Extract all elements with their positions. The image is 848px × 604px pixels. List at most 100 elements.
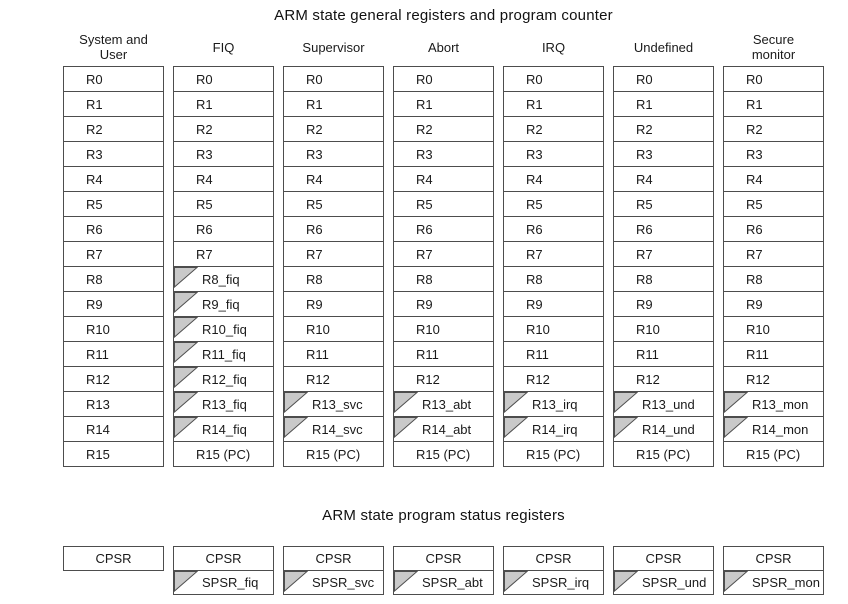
- register-label: R11: [306, 346, 329, 362]
- register-label: R1: [416, 96, 433, 112]
- register-cell-r12: R12: [723, 366, 824, 392]
- register-cell-r4: R4: [283, 166, 384, 192]
- register-label: SPSR_irq: [532, 575, 590, 590]
- register-cell-r15-pc: R15 (PC): [393, 441, 494, 467]
- mode-column-supervisor: Supervisor R0 R1 R2 R3 R4 R5 R6 R7 R8 R9 R10 R11 R12 R…: [283, 28, 384, 467]
- register-label: R9: [416, 296, 433, 312]
- register-cell-cpsr: CPSR: [393, 546, 494, 571]
- register-cell-r10: R10: [613, 316, 714, 342]
- register-cell-r11: R11: [283, 341, 384, 367]
- register-cell-r3: R3: [63, 141, 164, 167]
- register-cell-r9: R9: [283, 291, 384, 317]
- register-label: R6: [416, 221, 433, 237]
- register-cell-r8: R8: [283, 266, 384, 292]
- mode-column-supervisor: CPSR SPSR_svc: [283, 546, 384, 595]
- mode-column-secure-monitor: CPSR SPSR_mon: [723, 546, 824, 595]
- register-label: R0: [196, 71, 213, 87]
- register-label: R11: [636, 346, 659, 362]
- register-cell-r12: R12: [393, 366, 494, 392]
- register-cell-r9: R9: [503, 291, 604, 317]
- register-label: R11: [86, 346, 109, 362]
- register-label: R0: [636, 71, 653, 87]
- register-cell-spsr-svc: SPSR_svc: [283, 570, 384, 595]
- mode-column-abort: CPSR SPSR_abt: [393, 546, 494, 595]
- register-cell-r8: R8: [613, 266, 714, 292]
- register-stack-undefined: R0 R1 R2 R3 R4 R5 R6 R7 R8 R9 R10 R11 R12 R13_und R14_…: [613, 66, 714, 467]
- register-label: R0: [526, 71, 543, 87]
- register-label: R4: [746, 171, 763, 187]
- register-label: CPSR: [755, 551, 792, 566]
- register-label: R9: [526, 296, 543, 312]
- register-label: R10_fiq: [202, 321, 247, 337]
- register-cell-r14-irq: R14_irq: [503, 416, 604, 442]
- register-cell-r6: R6: [503, 216, 604, 242]
- register-label: R7: [526, 246, 543, 262]
- register-cell-r14-svc: R14_svc: [283, 416, 384, 442]
- register-cell-r3: R3: [723, 141, 824, 167]
- register-cell-r13-svc: R13_svc: [283, 391, 384, 417]
- register-stack-fiq: CPSR SPSR_fiq: [173, 546, 274, 595]
- register-cell-r11: R11: [503, 341, 604, 367]
- register-cell-r8: R8: [723, 266, 824, 292]
- register-label: R7: [306, 246, 323, 262]
- register-label: R5: [196, 196, 213, 212]
- register-cell-r7: R7: [393, 241, 494, 267]
- mode-column-abort: Abort R0 R1 R2 R3 R4 R5 R6 R7 R8 R9 R10 R11 R12 R13_ab…: [393, 28, 494, 467]
- register-label: R2: [196, 121, 213, 137]
- register-label: R4: [416, 171, 433, 187]
- banked-register-triangle-icon: [614, 392, 638, 413]
- register-label: R11: [526, 346, 549, 362]
- register-cell-r0: R0: [283, 66, 384, 92]
- register-cell-spsr-mon: SPSR_mon: [723, 570, 824, 595]
- register-cell-r4: R4: [723, 166, 824, 192]
- register-cell-r2: R2: [283, 116, 384, 142]
- register-cell-r0: R0: [173, 66, 274, 92]
- register-cell-r14-abt: R14_abt: [393, 416, 494, 442]
- register-cell-r10: R10: [723, 316, 824, 342]
- register-cell-r6: R6: [173, 216, 274, 242]
- banked-register-triangle-icon: [394, 571, 418, 592]
- register-cell-r11: R11: [613, 341, 714, 367]
- register-label: R15 (PC): [526, 446, 581, 462]
- register-cell-spsr-und: SPSR_und: [613, 570, 714, 595]
- register-cell-r3: R3: [393, 141, 494, 167]
- register-label: R1: [306, 96, 323, 112]
- register-cell-r4: R4: [63, 166, 164, 192]
- register-label: R12: [526, 371, 550, 387]
- register-cell-r13-und: R13_und: [613, 391, 714, 417]
- register-label: R13_abt: [422, 396, 472, 412]
- register-label: R12: [636, 371, 660, 387]
- register-cell-r2: R2: [613, 116, 714, 142]
- register-cell-r15-pc: R15 (PC): [283, 441, 384, 467]
- register-label: R8: [86, 271, 103, 287]
- banked-register-triangle-icon: [394, 392, 418, 413]
- register-label: R2: [416, 121, 433, 137]
- register-label: R6: [526, 221, 543, 237]
- register-cell-r8: R8: [393, 266, 494, 292]
- register-label: R13_irq: [532, 396, 578, 412]
- register-cell-r1: R1: [283, 91, 384, 117]
- register-cell-r15: R15: [63, 441, 164, 467]
- register-cell-r5: R5: [393, 191, 494, 217]
- register-label: R2: [306, 121, 323, 137]
- register-label: R2: [636, 121, 653, 137]
- register-stack-supervisor: CPSR SPSR_svc: [283, 546, 384, 595]
- register-label: R0: [86, 71, 103, 87]
- register-label: R5: [746, 196, 763, 212]
- register-label: R4: [526, 171, 543, 187]
- register-cell-r14-und: R14_und: [613, 416, 714, 442]
- general-registers-title: ARM state general registers and program …: [274, 7, 613, 24]
- register-cell-r15-pc: R15 (PC): [173, 441, 274, 467]
- status-registers-title: ARM state program status registers: [322, 507, 565, 524]
- register-label: R10: [306, 321, 330, 337]
- banked-register-triangle-icon: [174, 417, 198, 438]
- register-cell-r13-irq: R13_irq: [503, 391, 604, 417]
- register-label: R2: [526, 121, 543, 137]
- register-label: R5: [306, 196, 323, 212]
- mode-header-fiq: FIQ: [212, 39, 235, 55]
- banked-register-triangle-icon: [614, 417, 638, 438]
- register-label: SPSR_fiq: [202, 575, 259, 590]
- register-label: R4: [86, 171, 103, 187]
- register-label: R9: [746, 296, 763, 312]
- register-label: CPSR: [315, 551, 352, 566]
